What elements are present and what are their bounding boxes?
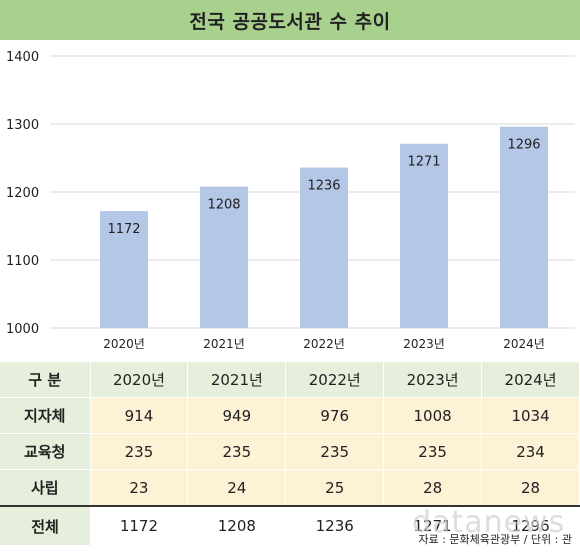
y-axis-ticks: 1000 1100 1200 1300 1400: [6, 50, 39, 337]
table-header-cell: 구 분: [0, 362, 91, 398]
table-cell: 24: [187, 469, 287, 507]
data-labels: 1172 1208 1236 1271 1296: [107, 138, 540, 237]
table-header-cell: 2021년: [187, 362, 287, 398]
bar: [200, 186, 248, 328]
table-cell: 235: [285, 433, 385, 470]
x-tick-label: 2022년: [303, 337, 345, 351]
data-table: 구 분 2020년 2021년 2022년 2023년 2024년 지자체 91…: [0, 362, 580, 546]
table-header-cell: 2024년: [481, 362, 580, 398]
table-total-row: 전체 1172 1208 1236 1271 1296: [0, 505, 580, 546]
table-row: 지자체 914 949 976 1008 1034: [0, 397, 580, 434]
bar: [400, 143, 448, 328]
row-label: 교육청: [0, 433, 91, 470]
table-cell: 235: [187, 433, 287, 470]
y-tick-label: 1100: [6, 254, 39, 269]
y-tick-label: 1400: [6, 50, 39, 65]
table-cell: 235: [383, 433, 483, 470]
row-label: 사립: [0, 469, 91, 507]
data-label: 1172: [107, 222, 140, 237]
table-cell: 234: [481, 433, 580, 470]
bar: [100, 211, 148, 328]
table-cell: 25: [285, 469, 385, 507]
table-header-cell: 2020년: [90, 362, 189, 398]
data-label: 1208: [207, 198, 240, 213]
chart-title: 전국 공공도서관 수 추이: [0, 0, 580, 40]
y-tick-label: 1200: [6, 186, 39, 201]
table-cell: 1271: [383, 505, 482, 546]
x-tick-label: 2021년: [203, 337, 245, 351]
data-label: 1271: [407, 155, 440, 170]
data-label: 1236: [307, 179, 340, 194]
x-tick-label: 2023년: [403, 337, 445, 351]
table-row: 교육청 235 235 235 235 234: [0, 433, 580, 470]
x-tick-label: 2024년: [503, 337, 545, 351]
table-header-cell: 2022년: [285, 362, 385, 398]
table-cell: 1208: [187, 505, 286, 546]
data-label: 1296: [507, 138, 540, 153]
x-axis-ticks: 2020년 2021년 2022년 2023년 2024년: [103, 337, 545, 351]
table-cell: 28: [383, 469, 483, 507]
row-label: 전체: [0, 505, 90, 546]
table-cell: 976: [285, 397, 385, 434]
table-cell: 949: [187, 397, 287, 434]
bars: [100, 126, 548, 328]
table-header-row: 구 분 2020년 2021년 2022년 2023년 2024년: [0, 362, 580, 398]
y-tick-label: 1000: [6, 322, 39, 337]
table-cell: 1172: [90, 505, 188, 546]
x-tick-label: 2020년: [103, 337, 145, 351]
bar: [500, 126, 548, 328]
table-cell: 914: [90, 397, 189, 434]
bar-chart: 1000 1100 1200 1300 1400 1172 1208 1236 1271 129…: [6, 50, 575, 351]
table-cell: 28: [481, 469, 580, 507]
table-header-cell: 2023년: [383, 362, 483, 398]
table-cell: 1008: [383, 397, 483, 434]
table-cell: 235: [90, 433, 189, 470]
table-cell: 1296: [481, 505, 580, 546]
y-tick-label: 1300: [6, 118, 39, 133]
table-cell: 23: [90, 469, 189, 507]
table-row: 사립 23 24 25 28 28: [0, 469, 580, 507]
table-cell: 1236: [285, 505, 384, 546]
row-label: 지자체: [0, 397, 91, 434]
source-note: 자료 : 문화체육관광부 / 단위 : 관: [418, 533, 572, 546]
table-cell: 1034: [481, 397, 580, 434]
bar: [300, 167, 348, 328]
